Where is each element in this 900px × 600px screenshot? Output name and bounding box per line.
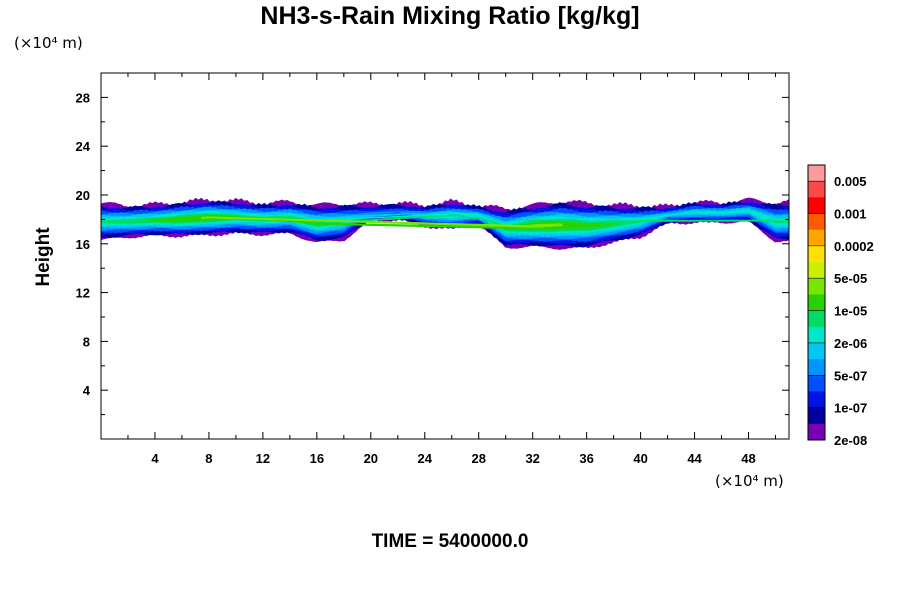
colorbar-segment — [808, 181, 825, 198]
colorbar-segment — [808, 229, 825, 247]
y-axis-unit: (×10⁴ m) — [14, 34, 83, 52]
x-axis-unit: (×10⁴ m) — [715, 472, 784, 490]
y-tick-label: 4 — [83, 383, 91, 398]
colorbar-segment — [808, 262, 825, 279]
x-tick-label: 24 — [418, 451, 433, 466]
y-tick-label: 28 — [76, 90, 90, 105]
x-tick-label: 32 — [525, 451, 539, 466]
colorbar-label: 0.001 — [834, 207, 867, 222]
x-tick-label: 16 — [310, 451, 324, 466]
colorbar-segment — [808, 245, 825, 263]
y-axis-label: Height — [33, 227, 54, 287]
colorbar-label: 0.005 — [834, 174, 867, 189]
colorbar-label: 0.0002 — [834, 239, 874, 254]
colorbar-segment — [808, 342, 825, 360]
contour-band — [201, 216, 563, 228]
x-tick-label: 44 — [687, 451, 702, 466]
chart-title: NH3-s-Rain Mixing Ratio [kg/kg] — [260, 2, 640, 30]
x-tick-label: 40 — [633, 451, 647, 466]
colorbar-segment — [808, 213, 825, 231]
colorbar-segment — [808, 326, 825, 344]
colorbar-segment — [808, 423, 825, 441]
colorbar-label: 2e-06 — [834, 336, 867, 351]
x-tick-label: 36 — [579, 451, 593, 466]
colorbar-segment — [808, 278, 825, 295]
colorbar-label: 2e-08 — [834, 433, 867, 448]
x-tick-label: 8 — [205, 451, 212, 466]
colorbar-label: 1e-07 — [834, 401, 867, 416]
x-tick-label: 28 — [471, 451, 485, 466]
colorbar-label: 5e-07 — [834, 368, 867, 383]
x-tick-label: 20 — [364, 451, 378, 466]
y-tick-label: 24 — [76, 139, 91, 154]
x-tick-label: 4 — [151, 451, 159, 466]
colorbar-segment — [808, 165, 825, 182]
contour-band — [101, 207, 789, 238]
colorbar-segment — [808, 294, 825, 311]
x-tick-label: 48 — [741, 451, 755, 466]
colorbar-segment — [808, 310, 825, 328]
contour-band — [101, 213, 789, 232]
colorbar-label: 1e-05 — [834, 304, 867, 319]
colorbar-label: 5e-05 — [834, 271, 867, 286]
colorbar-segment — [808, 359, 825, 376]
colorbar-segment — [808, 407, 825, 425]
plot-area — [101, 197, 789, 250]
time-label: TIME = 5400000.0 — [371, 531, 529, 552]
contour-band — [101, 209, 789, 235]
colorbar-segment — [808, 375, 825, 392]
y-tick-label: 12 — [76, 286, 90, 301]
contour-band — [149, 214, 615, 231]
colorbar-segment — [808, 197, 825, 214]
y-tick-label: 16 — [76, 237, 90, 252]
y-tick-label: 20 — [76, 188, 90, 203]
colorbar-segment — [808, 391, 825, 408]
y-tick-label: 8 — [83, 334, 90, 349]
x-tick-label: 12 — [256, 451, 270, 466]
plot-frame — [100, 72, 790, 440]
colorbar: 0.005 0.001 0.0002 5e-05 1e-05 2e-06 5e-07 1e-0… — [807, 164, 874, 448]
